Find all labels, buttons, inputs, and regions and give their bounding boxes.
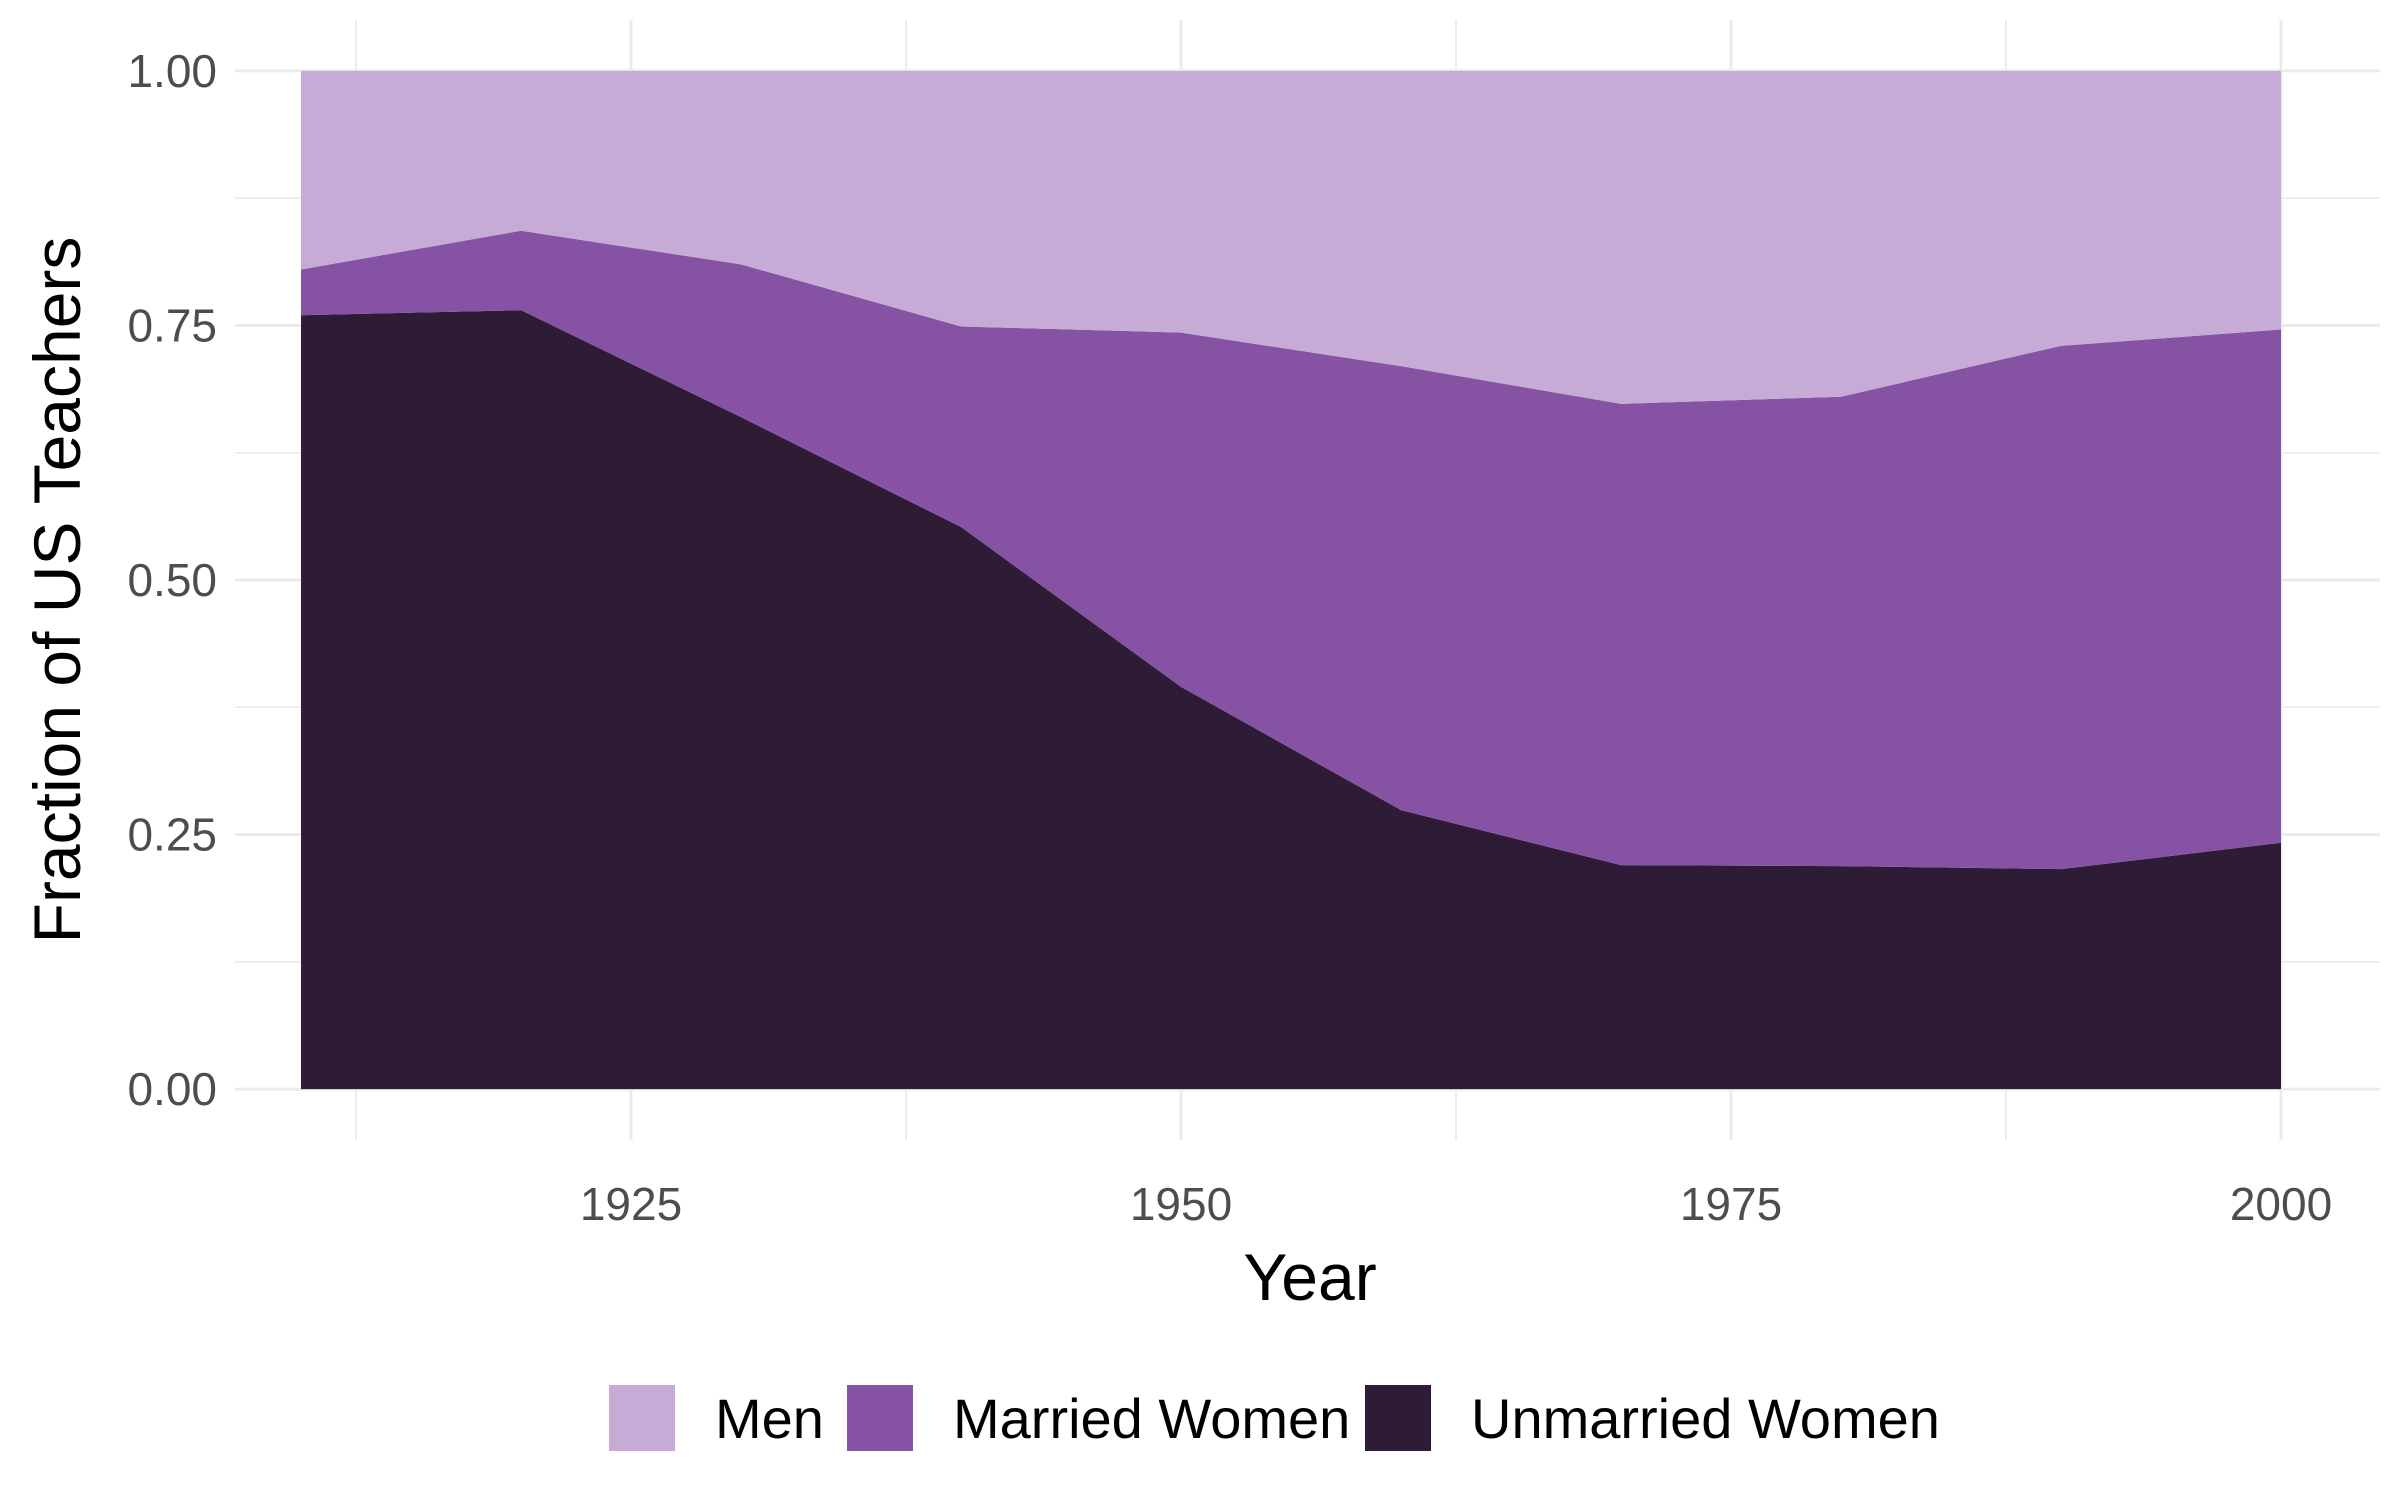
x-axis-tick-labels: 1925 1950 1975 2000: [580, 1178, 2332, 1230]
y-axis-tick-labels: 0.00 0.25 0.50 0.75 1.00: [127, 45, 217, 1115]
x-tick-label: 1950: [1130, 1178, 1232, 1230]
y-tick-label: 0.25: [127, 809, 217, 861]
legend-item-unmarried-women: Unmarried Women: [1365, 1385, 1940, 1451]
x-tick-label: 1925: [580, 1178, 682, 1230]
legend-item-married-women: Married Women: [847, 1385, 1350, 1451]
legend-key-unmarried-women: [1365, 1385, 1431, 1451]
legend-key-men: [609, 1385, 675, 1451]
y-tick-label: 0.50: [127, 554, 217, 606]
y-tick-label: 0.75: [127, 299, 217, 351]
area-men: [301, 70, 2281, 404]
y-tick-label: 1.00: [127, 45, 217, 97]
legend-key-married-women: [847, 1385, 913, 1451]
area-unmarried-women: [301, 310, 2281, 1090]
x-tick-label: 2000: [2230, 1178, 2332, 1230]
legend: Men Married Women Unmarried Women: [609, 1385, 1940, 1451]
legend-label: Men: [715, 1387, 824, 1450]
y-tick-label: 0.00: [127, 1063, 217, 1115]
legend-label: Unmarried Women: [1471, 1387, 1940, 1450]
area-married-women: [301, 230, 2281, 870]
area-series: [301, 70, 2281, 1090]
x-tick-label: 1975: [1680, 1178, 1782, 1230]
x-axis-title: Year: [1243, 1240, 1376, 1314]
legend-item-men: Men: [609, 1385, 824, 1451]
legend-label: Married Women: [953, 1387, 1350, 1450]
y-axis-title: Fraction of US Teachers: [20, 237, 94, 944]
